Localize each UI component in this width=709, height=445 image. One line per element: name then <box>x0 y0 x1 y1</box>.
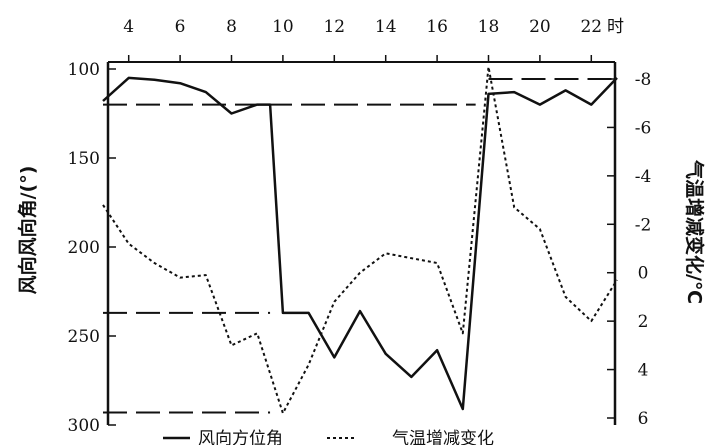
y-right-tick-label: 0 <box>638 264 649 284</box>
x-tick-label: 12 <box>323 17 345 37</box>
series-line-wind-direction <box>102 76 618 411</box>
y-right-tick-label: 4 <box>638 361 649 381</box>
y-right-tick-label: 6 <box>638 409 649 429</box>
x-tick-label: 6 <box>175 17 186 37</box>
legend: 风向方位角 气温增减变化 <box>163 429 494 445</box>
x-tick-label: 20 <box>529 17 551 37</box>
tick-labels: 时 4 6 8 10 12 14 16 18 20 22100150200250300-8-6-4… <box>68 17 652 436</box>
y-right-tick-label: -2 <box>635 215 652 235</box>
legend-label-wind: 风向方位角 <box>198 429 283 445</box>
y-left-tick-label: 200 <box>68 238 100 258</box>
axis-titles: 风向风向角/(°) 气温增减变化/℃ <box>16 159 706 304</box>
x-tick-label: 18 <box>478 17 500 37</box>
y-right-tick-label: 2 <box>638 312 649 332</box>
x-tick-label: 10 <box>272 17 294 37</box>
data-series <box>102 65 618 415</box>
x-tick-label: 14 <box>375 17 397 37</box>
x-axis-unit: 时 <box>607 17 624 37</box>
series-line-temperature-change <box>102 65 618 415</box>
x-tick-label: 4 <box>123 17 134 37</box>
reference-lines <box>103 78 617 414</box>
y-left-tick-label: 300 <box>68 416 100 436</box>
y-right-tick-label: -8 <box>635 70 652 90</box>
x-tick-label: 22 <box>580 17 602 37</box>
y-left-tick-label: 150 <box>68 149 100 169</box>
y-right-tick-label: -6 <box>635 118 652 138</box>
y-left-tick-label: 250 <box>68 327 100 347</box>
plot-frame <box>106 61 617 425</box>
y-right-axis-title: 气温增减变化/℃ <box>683 159 706 304</box>
legend-label-temp: 气温增减变化 <box>392 429 494 445</box>
y-left-tick-label: 100 <box>68 60 100 80</box>
y-left-axis-title: 风向风向角/(°) <box>16 166 39 295</box>
x-tick-label: 8 <box>226 17 237 37</box>
y-right-tick-label: -4 <box>635 167 652 187</box>
x-tick-label: 16 <box>426 17 448 37</box>
